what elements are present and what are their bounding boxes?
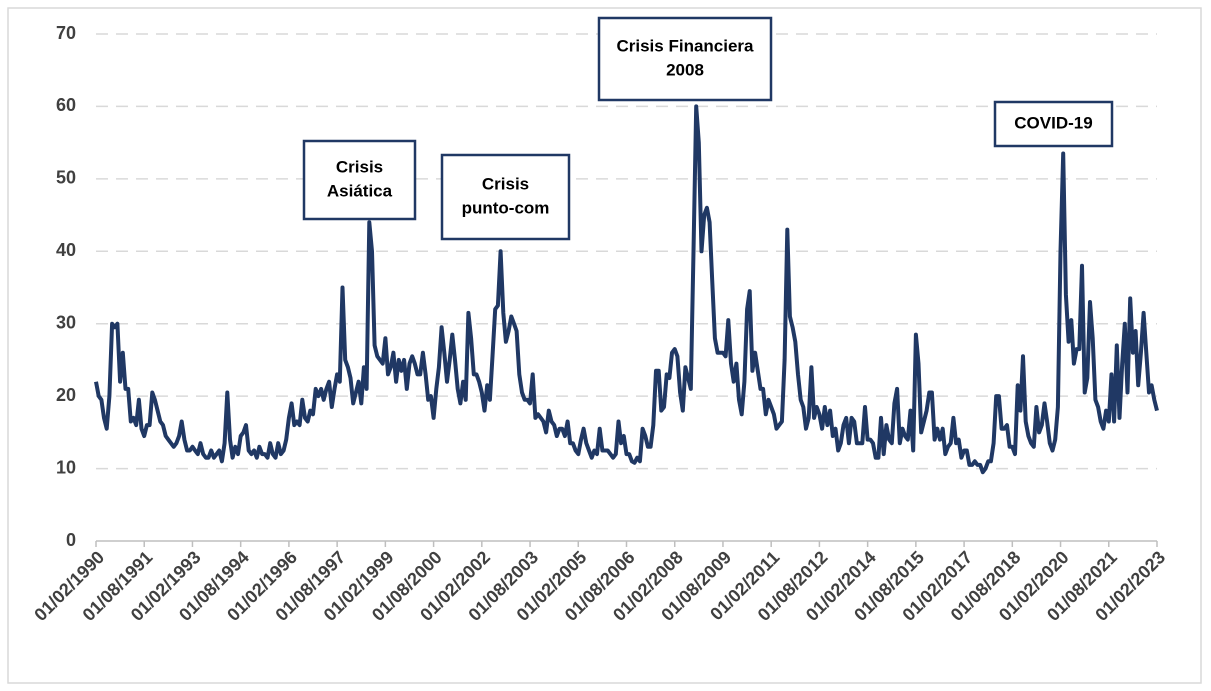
y-tick-label: 20 [56,385,76,405]
y-tick-label: 0 [66,530,76,550]
annotation-box [440,153,571,241]
annotation-text: 2008 [666,60,704,79]
annotation-box [993,100,1114,148]
annotation-box [597,16,773,102]
y-tick-label: 50 [56,168,76,188]
data-line [94,104,1159,475]
annotation-text: Crisis [336,157,383,176]
y-tick-label: 60 [56,95,76,115]
y-tick-label: 40 [56,240,76,260]
annotation-text: Crisis Financiera [616,36,754,55]
y-tick-label: 30 [56,312,76,332]
annotation-text: COVID-19 [1014,113,1092,132]
y-tick-label: 70 [56,23,76,43]
annotation-text: punto-com [462,198,550,217]
annotation-text: Crisis [482,174,529,193]
y-tick-label: 10 [56,457,76,477]
annotation-box [302,139,417,221]
annotation-text: Asiática [327,181,393,200]
